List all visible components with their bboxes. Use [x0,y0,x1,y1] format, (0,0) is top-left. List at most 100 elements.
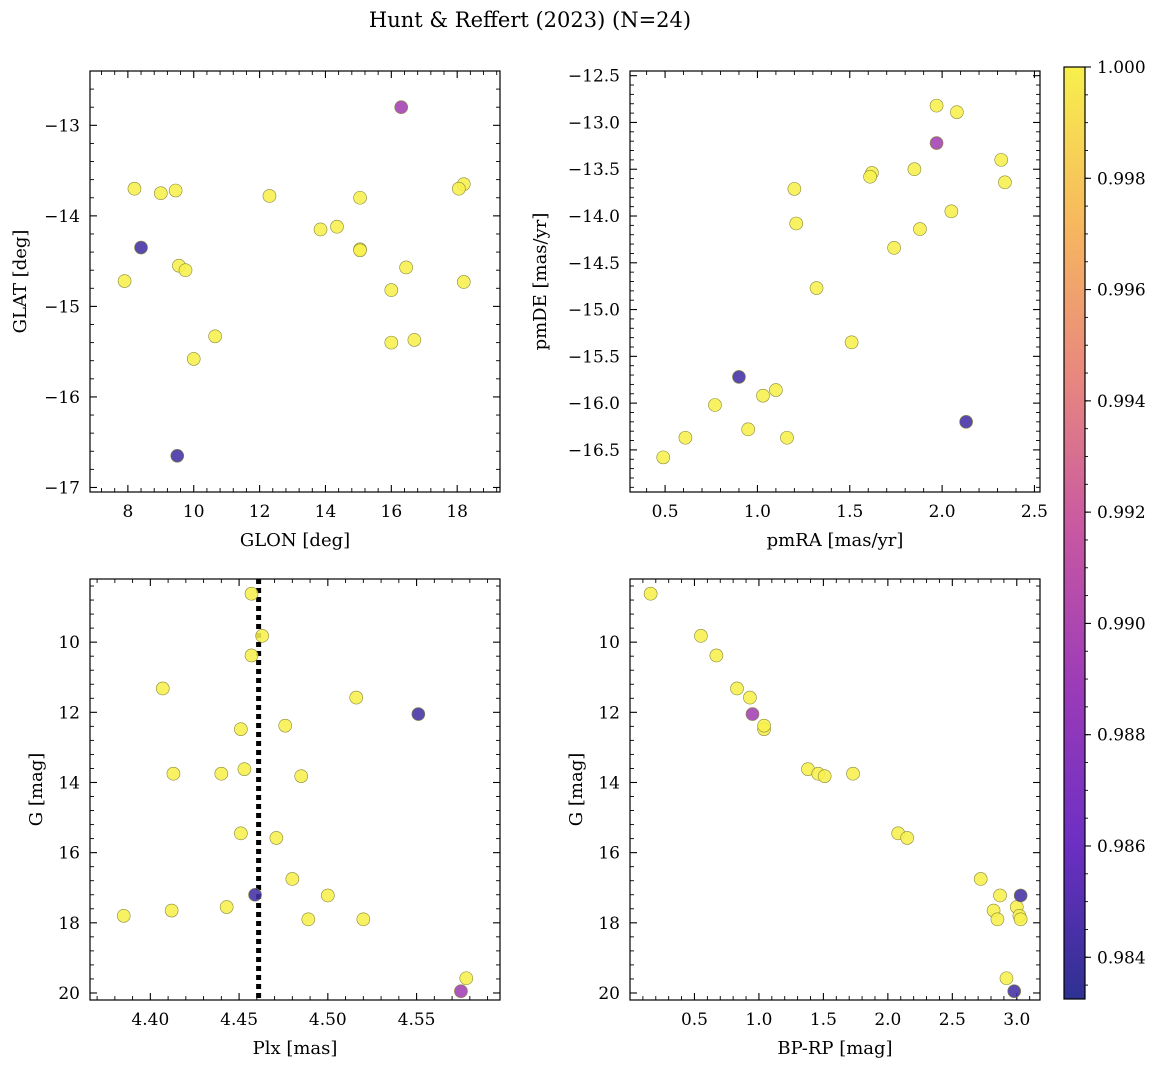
x-axis-label: BP-RP [mag] [777,1038,892,1059]
data-point [959,415,973,429]
data-point [1007,984,1022,999]
y-axis-label: GLAT [deg] [10,230,31,334]
data-point [741,422,755,437]
colorbar-tick-label: 0.986 [1097,837,1146,857]
y-tick-label: 16 [598,844,620,864]
data-point [678,430,693,445]
data-point [294,769,309,783]
data-point [244,648,259,663]
y-tick-label: 20 [58,984,80,1004]
data-point [248,887,262,902]
x-tick-label: 2.5 [1021,502,1048,522]
y-tick-label: −14 [44,207,80,227]
data-point [929,98,944,113]
x-axis-label: GLON [deg] [240,530,350,551]
scatter-points [643,586,1028,999]
data-point [846,766,860,781]
data-point [262,189,277,203]
y-tick-label: −12.5 [568,67,620,87]
y-tick-label: 18 [598,914,620,934]
x-tick-label: 3.0 [1003,1010,1030,1030]
y-tick-label: −17 [44,478,80,498]
y-tick-label: −16.0 [568,394,620,414]
y-tick-label: −13 [44,116,80,136]
y-tick-label: −13.0 [568,113,620,133]
ticks [90,579,500,1000]
data-point [454,984,468,999]
data-point [1013,912,1028,927]
data-point [407,333,422,347]
x-tick-label: 14 [315,502,337,522]
data-point [168,183,183,198]
data-point [743,690,757,705]
plot-frame [629,578,1041,1001]
y-tick-label: −13.5 [568,160,620,180]
data-point [384,335,399,350]
panel-glon-glat: 8 10 12 14 16 18 −13 −14 −15 −16 −17 GLON [deg] GLAT… [10,70,501,551]
data-point [787,182,802,196]
y-axis-label: pmDE [mas/yr] [530,213,551,351]
y-tick-label: 14 [58,773,80,793]
data-point [643,586,658,601]
data-point [353,190,367,205]
data-point [353,243,367,258]
x-tick-label: 1.0 [744,502,771,522]
data-point [459,971,474,986]
x-tick-label: 4.45 [220,1010,258,1030]
data-point [745,707,760,721]
y-tick-label: 18 [58,914,80,934]
colorbar-tick-label: 0.988 [1097,726,1146,746]
x-tick-label: 4.40 [131,1010,169,1030]
y-tick-label: −14.0 [568,207,620,227]
x-tick-label: 16 [381,502,403,522]
data-point [730,681,744,696]
data-point [154,186,168,201]
x-tick-label: 18 [446,502,468,522]
data-point [237,762,252,776]
x-tick-label: 8 [122,502,133,522]
y-axis-label: G [mag] [566,753,587,826]
scatter-points [117,100,471,463]
x-axis-label: Plx [mas] [253,1038,338,1059]
data-point [170,448,185,463]
data-point [887,241,901,255]
data-point [998,175,1012,190]
x-tick-label: 0.5 [652,502,679,522]
panel-plx-g: 4.40 4.45 4.50 4.55 10 12 14 16 18 20 Plx [mas] G [… [26,578,501,1059]
data-point [117,274,132,288]
y-tick-label: 12 [598,703,620,723]
data-point [166,766,181,781]
data-point [994,153,1009,167]
data-point [214,766,229,781]
data-point [780,430,794,445]
x-tick-label: 4.50 [309,1010,347,1030]
plot-frame [89,70,501,493]
data-point [384,283,399,297]
data-point [789,216,804,231]
data-point [452,181,466,196]
ticks [90,70,500,492]
data-point [134,240,148,255]
data-point [973,872,988,886]
data-point [208,329,222,344]
data-point [178,263,193,277]
data-point [844,335,859,350]
plot-frame [629,70,1041,493]
data-point [116,908,131,923]
data-point [709,648,724,663]
y-tick-label: −15 [44,297,80,317]
data-point [155,681,170,696]
x-tick-label: 4.55 [398,1010,436,1030]
x-tick-label: 1.5 [836,502,863,522]
colorbar-tick-label: 0.990 [1097,614,1146,634]
x-tick-label: 10 [183,502,205,522]
data-point [313,222,328,237]
y-tick-label: 12 [58,703,80,723]
data-point [732,370,746,384]
panel-pmra-pmde: 0.5 1.0 1.5 2.0 2.5 −12.5 −13.0 −13.5 −14.0 −14.5… [530,67,1048,551]
data-point [708,398,722,412]
data-point [399,260,413,275]
data-point [944,204,959,219]
x-tick-label: 2.5 [939,1010,966,1030]
